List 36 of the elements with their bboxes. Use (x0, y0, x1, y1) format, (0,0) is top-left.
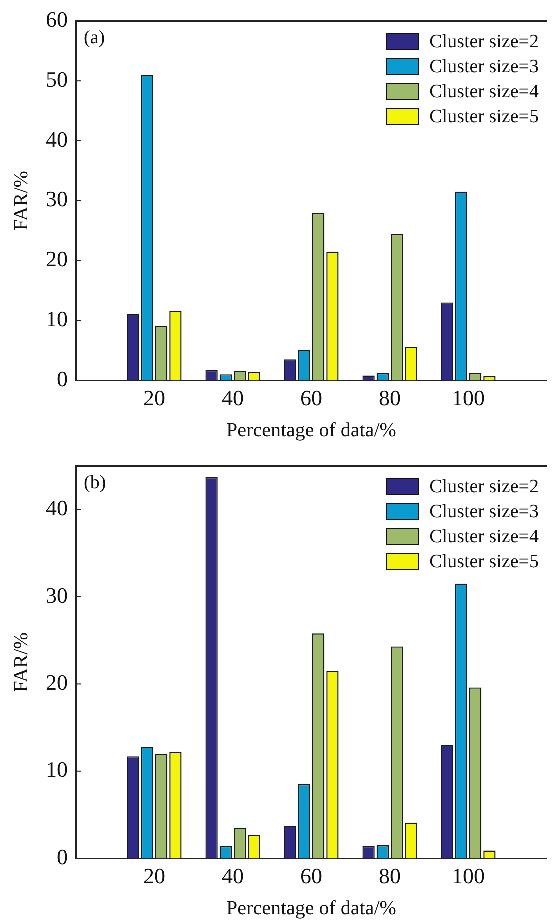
x-tick-label: 60 (300, 864, 322, 889)
y-tick-label: 40 (46, 496, 68, 521)
y-tick-label: 60 (46, 6, 68, 32)
y-tick-label: 20 (46, 670, 68, 695)
x-tick-label: 80 (379, 864, 401, 889)
legend-label: Cluster size=3 (430, 502, 539, 523)
y-tick-label: 10 (46, 306, 68, 332)
y-axis-title: FAR/% (10, 632, 32, 692)
legend-label: Cluster size=5 (430, 552, 539, 573)
legend-label: Cluster size=4 (430, 82, 540, 103)
legend-label: Cluster size=2 (430, 32, 539, 53)
y-tick-label: 30 (46, 186, 68, 212)
x-axis-title: Percentage of data/% (226, 897, 396, 920)
x-tick-label: 100 (452, 386, 485, 411)
x-tick-label: 20 (144, 386, 166, 411)
y-tick-label: 10 (46, 757, 68, 782)
y-tick-label: 50 (46, 66, 68, 92)
legend-label: Cluster size=5 (430, 106, 539, 128)
x-tick-label: 40 (222, 864, 244, 889)
legend-label: Cluster size=2 (430, 476, 539, 498)
y-tick-label: 30 (46, 582, 68, 608)
y-axis-title: FAR/% (10, 171, 32, 231)
x-tick-label: 40 (222, 386, 244, 411)
x-tick-label: 100 (452, 864, 485, 889)
x-tick-label: 80 (379, 386, 401, 411)
annotation: (b) (84, 472, 106, 494)
y-tick-label: 20 (46, 246, 68, 272)
x-axis-title: Percentage of data/% (226, 419, 396, 442)
annotation: (a) (84, 28, 106, 49)
legend-label: Cluster size=4 (430, 526, 540, 548)
x-tick-label: 60 (300, 386, 322, 411)
x-tick-label: 20 (144, 864, 166, 889)
legend-label: Cluster size=3 (430, 56, 539, 78)
y-tick-label: 40 (46, 126, 68, 152)
y-tick-label: 0 (57, 844, 68, 870)
y-tick-label: 0 (57, 366, 68, 392)
